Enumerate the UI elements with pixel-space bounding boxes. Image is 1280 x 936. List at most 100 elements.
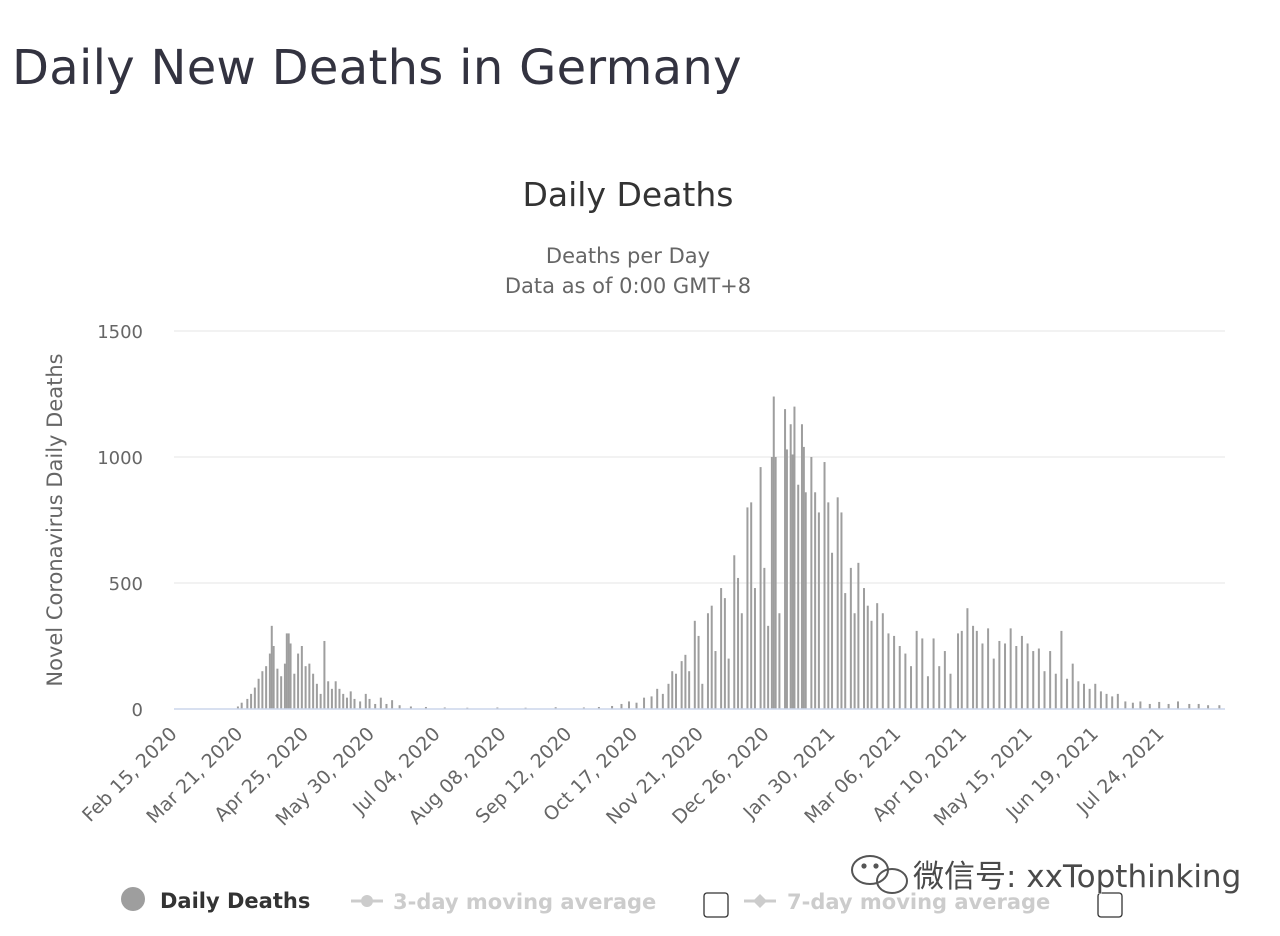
bar: [391, 700, 394, 709]
legend-item-daily-deaths[interactable]: Daily Deaths: [121, 887, 310, 913]
bar: [750, 502, 753, 709]
bar: [261, 671, 264, 709]
bar: [1015, 646, 1018, 709]
bar: [1218, 705, 1221, 709]
bar: [949, 673, 952, 709]
legend-label-7-day-average: 7-day moving average: [787, 890, 1050, 914]
bar: [1037, 648, 1040, 709]
y-axis-title: Novel Coronavirus Daily Deaths: [43, 353, 67, 686]
bar: [627, 701, 630, 709]
bar: [1124, 701, 1127, 709]
bar: [710, 605, 713, 709]
bar: [804, 492, 807, 709]
bar: [904, 653, 907, 709]
bar: [409, 706, 412, 709]
legend-item-3-day-average[interactable]: 3-day moving average: [351, 890, 656, 914]
bar: [863, 588, 866, 709]
bar: [327, 681, 330, 709]
bar: [1082, 683, 1085, 709]
bar: [1020, 635, 1023, 709]
grid-lines: [174, 330, 1225, 584]
bar: [831, 552, 834, 709]
bar: [270, 625, 273, 709]
bar: [981, 643, 984, 709]
bar: [746, 507, 749, 709]
bar: [714, 651, 717, 709]
bar: [315, 683, 318, 709]
bar: [300, 646, 303, 709]
bar: [285, 633, 288, 709]
bar: [910, 666, 913, 709]
bar: [379, 697, 382, 709]
bar: [1049, 651, 1052, 709]
bar: [1139, 701, 1142, 709]
chart-subtitle-line-2: Data as of 0:00 GMT+8: [505, 274, 751, 298]
bar: [966, 608, 969, 709]
bar: [272, 646, 275, 709]
legend-item-7-day-average[interactable]: 7-day moving average: [744, 890, 1050, 914]
bar: [1032, 651, 1035, 709]
bar: [289, 643, 292, 709]
legend-marker-7-day-average: [753, 894, 767, 908]
bar: [789, 424, 792, 709]
bar: [293, 673, 296, 709]
bar: [960, 630, 963, 709]
bar: [1167, 703, 1170, 709]
bar: [1088, 688, 1091, 709]
bar: [671, 671, 674, 709]
bar: [753, 588, 756, 709]
wechat-icon: [851, 855, 908, 894]
bar: [349, 691, 352, 709]
bar: [853, 613, 856, 709]
bar: [975, 630, 978, 709]
bar: [308, 663, 311, 709]
legend-symbol-daily-deaths: [121, 887, 145, 911]
bar: [759, 467, 762, 709]
bar: [287, 633, 290, 709]
bar: [921, 638, 924, 709]
bar: [774, 457, 777, 709]
bar: [893, 635, 896, 709]
bar: [727, 658, 730, 709]
bar: [898, 646, 901, 709]
bar: [345, 697, 348, 709]
bar: [611, 705, 614, 709]
bar: [1009, 628, 1012, 709]
legend-label-daily-deaths: Daily Deaths: [160, 889, 310, 913]
y-tick-label: 500: [109, 574, 143, 595]
bar: [733, 555, 736, 709]
bar: [304, 666, 307, 709]
y-tick-label: 0: [132, 700, 143, 721]
bar: [443, 707, 446, 709]
bar: [943, 651, 946, 709]
bar: [398, 705, 401, 709]
bar: [250, 693, 253, 709]
bar: [246, 698, 249, 709]
bar: [1043, 671, 1046, 709]
bar: [236, 706, 239, 709]
bar: [1094, 683, 1097, 709]
bar: [597, 706, 600, 709]
bar: [817, 512, 820, 709]
bar: [1004, 643, 1007, 709]
bar: [957, 633, 960, 709]
bar: [688, 671, 691, 709]
bar: [374, 703, 377, 709]
y-tick-label: 1500: [97, 322, 143, 343]
bar: [802, 446, 805, 709]
bar: [972, 625, 975, 709]
legend-checkbox-7-day-average[interactable]: [1097, 892, 1123, 918]
y-axis-ticks: 0 500 1000 1500: [97, 322, 143, 721]
bar: [793, 406, 796, 709]
bar: [998, 640, 1001, 709]
bar: [368, 698, 371, 709]
bar: [791, 454, 794, 709]
legend-checkbox-3-day-average[interactable]: [703, 892, 729, 918]
bar: [784, 409, 787, 709]
bar: [554, 707, 557, 709]
bar: [797, 484, 800, 709]
bar: [870, 620, 873, 709]
bar: [1148, 703, 1151, 709]
bar: [1197, 703, 1200, 709]
